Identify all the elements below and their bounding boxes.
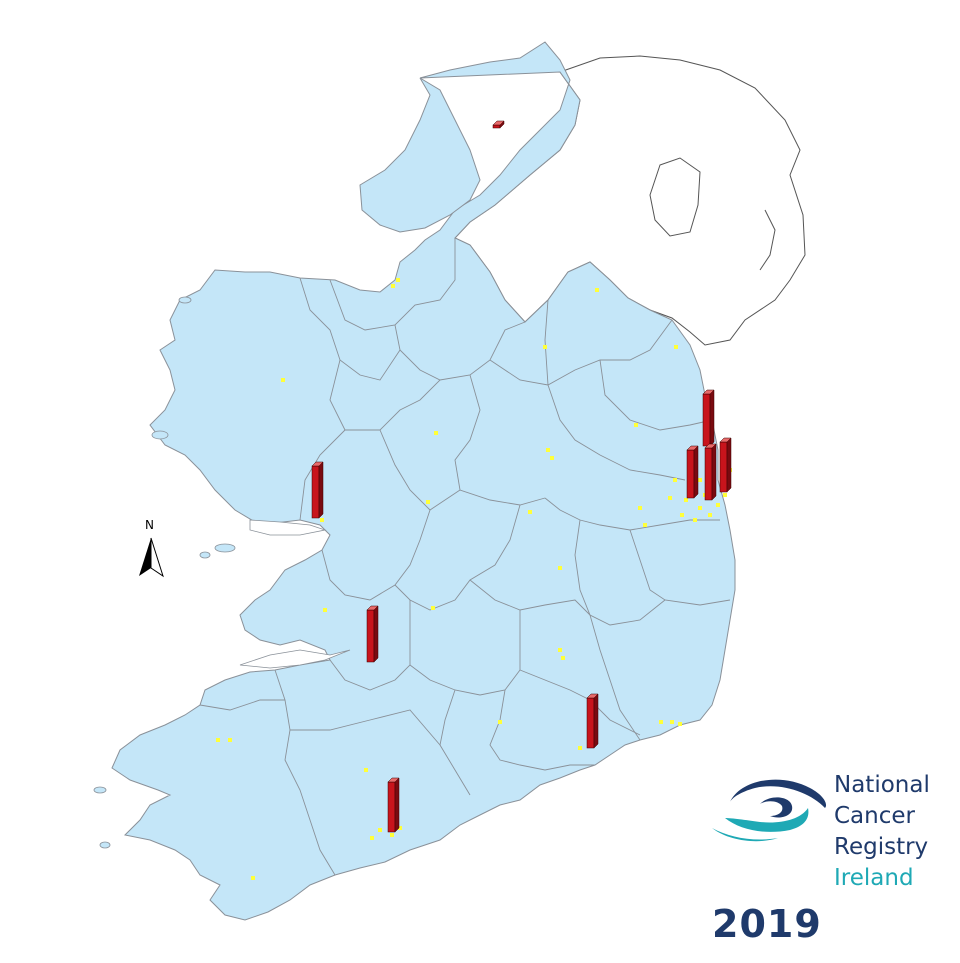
case-bars-layer — [311, 120, 732, 833]
case-point — [558, 648, 562, 652]
ncri-eye-swirl-logo — [712, 779, 827, 842]
logo-line-national: National — [834, 772, 930, 798]
case-point — [595, 288, 599, 292]
case-point — [431, 606, 435, 610]
case-point — [668, 496, 672, 500]
lough-neagh — [649, 157, 701, 237]
case-point — [378, 828, 382, 832]
case-point — [678, 722, 682, 726]
logo-line-registry: Registry — [834, 834, 929, 860]
case-point — [390, 833, 394, 837]
case-point — [723, 493, 727, 497]
ncri-logo-text: National Cancer Registry Ireland — [834, 770, 930, 894]
case-point — [434, 431, 438, 435]
case-point — [370, 836, 374, 840]
county-boundaries — [199, 238, 731, 876]
case-point — [698, 506, 702, 510]
case-point — [680, 513, 684, 517]
case-point — [216, 738, 220, 742]
logo-line-cancer: Cancer — [834, 803, 915, 829]
case-point — [716, 503, 720, 507]
case-point — [673, 478, 677, 482]
north-arrow-label: N — [145, 518, 154, 532]
case-point — [684, 498, 688, 502]
case-bar — [702, 389, 715, 447]
case-point — [561, 656, 565, 660]
case-point — [558, 566, 562, 570]
case-point — [320, 518, 324, 522]
case-point — [550, 456, 554, 460]
shannon-estuary — [239, 649, 351, 669]
case-bar — [686, 445, 699, 499]
year-label: 2019 — [712, 902, 822, 946]
case-point — [693, 518, 697, 522]
case-point — [708, 513, 712, 517]
case-point — [528, 510, 532, 514]
case-point — [391, 284, 395, 288]
case-point — [426, 500, 430, 504]
case-point — [674, 345, 678, 349]
case-point — [659, 720, 663, 724]
case-point — [364, 768, 368, 772]
case-point — [396, 278, 400, 282]
strangford-lough — [759, 209, 776, 271]
case-point — [698, 478, 702, 482]
case-point — [281, 378, 285, 382]
case-point — [643, 523, 647, 527]
north-arrow-icon — [139, 537, 164, 578]
galway-bay — [249, 519, 327, 536]
case-bar — [492, 120, 505, 129]
case-bar — [366, 605, 379, 663]
case-point — [638, 506, 642, 510]
case-point — [228, 738, 232, 742]
case-bar — [311, 461, 324, 519]
case-point — [251, 876, 255, 880]
case-bar — [704, 443, 717, 501]
case-point — [670, 720, 674, 724]
case-point — [634, 423, 638, 427]
western-islands — [93, 296, 236, 849]
case-point — [398, 826, 402, 830]
case-point — [498, 720, 502, 724]
logo-line-ireland: Ireland — [834, 865, 914, 891]
donegal-coast-detail — [359, 77, 481, 233]
case-point — [543, 345, 547, 349]
case-bar — [586, 693, 599, 749]
case-point — [546, 448, 550, 452]
case-bar — [719, 437, 732, 493]
case-point — [578, 746, 582, 750]
case-bar — [387, 777, 400, 833]
case-point — [323, 608, 327, 612]
